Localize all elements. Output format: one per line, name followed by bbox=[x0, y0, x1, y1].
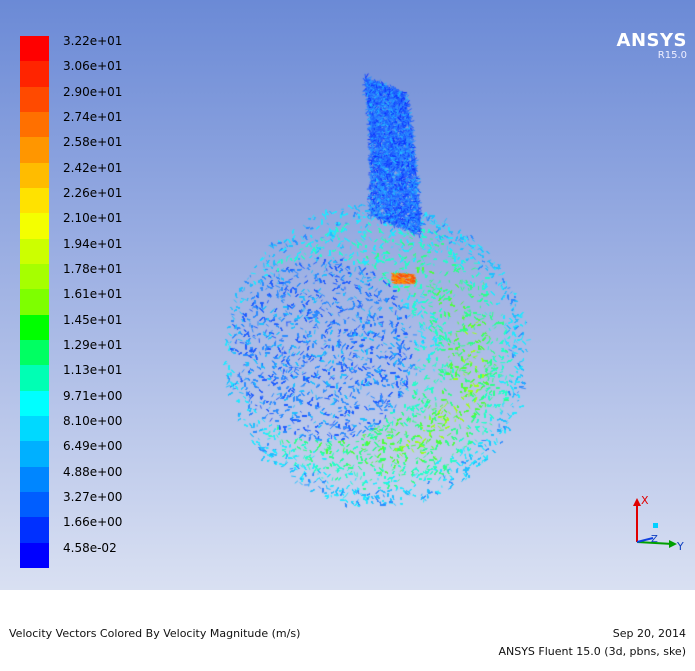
color-scale-swatch bbox=[20, 415, 49, 442]
color-scale-swatch bbox=[20, 289, 49, 315]
color-scale-swatch bbox=[20, 137, 49, 163]
logo-version: R15.0 bbox=[657, 50, 687, 61]
plot-caption: Velocity Vectors Colored By Velocity Mag… bbox=[9, 627, 301, 640]
color-scale-label: 2.74e+01 bbox=[63, 110, 123, 124]
color-scale-label: 1.29e+01 bbox=[63, 338, 123, 352]
color-scale-label: 1.94e+01 bbox=[63, 236, 123, 251]
color-scale-label: 8.10e+00 bbox=[63, 414, 123, 428]
color-scale-swatch bbox=[20, 542, 49, 568]
x-axis-arrow bbox=[633, 498, 641, 506]
z-axis-label: Z bbox=[651, 534, 658, 545]
y-axis-line bbox=[636, 541, 674, 545]
color-scale-label: 9.71e+00 bbox=[63, 388, 123, 403]
color-scale-swatch bbox=[20, 466, 49, 492]
velocity-vector-plot bbox=[0, 0, 695, 590]
color-scale-label: 3.22e+01 bbox=[63, 34, 123, 48]
color-scale-label: 2.58e+01 bbox=[63, 135, 123, 150]
plot-date: Sep 20, 2014 bbox=[612, 627, 686, 640]
color-scale-label: 2.42e+01 bbox=[63, 160, 123, 175]
color-scale-swatch bbox=[20, 314, 49, 340]
color-scale-swatch bbox=[20, 213, 49, 239]
x-axis-label: X bbox=[641, 494, 649, 507]
color-scale-swatch bbox=[20, 162, 49, 188]
color-scale-swatch bbox=[20, 339, 49, 366]
color-scale-label: 1.66e+00 bbox=[63, 515, 123, 530]
color-scale-label: 3.06e+01 bbox=[63, 59, 123, 74]
color-scale-swatch bbox=[20, 441, 49, 467]
color-scale-swatch bbox=[20, 238, 49, 264]
z-axis-line bbox=[636, 537, 654, 543]
ansys-logo: ANSYS R15.0 bbox=[617, 32, 687, 62]
color-scale-swatch bbox=[20, 263, 49, 290]
color-scale-label: 2.90e+01 bbox=[63, 84, 123, 99]
color-scale-bar bbox=[20, 36, 49, 568]
annotation-footer bbox=[0, 590, 695, 671]
color-scale-label: 6.49e+00 bbox=[63, 439, 123, 454]
y-axis-label: Y bbox=[676, 540, 684, 553]
color-scale-swatch bbox=[20, 36, 49, 62]
color-scale-swatch bbox=[20, 365, 49, 391]
y-axis-arrow bbox=[669, 540, 677, 548]
color-scale-swatch bbox=[20, 86, 49, 112]
color-scale-swatch bbox=[20, 187, 49, 214]
color-scale-label: 1.78e+01 bbox=[63, 262, 123, 276]
color-scale-swatch bbox=[20, 390, 49, 416]
color-scale-label: 4.88e+00 bbox=[63, 464, 123, 479]
color-scale-swatch bbox=[20, 111, 49, 138]
color-scale-label: 3.27e+00 bbox=[63, 490, 123, 504]
color-scale-swatch bbox=[20, 61, 49, 87]
logo-name: ANSYS bbox=[616, 30, 687, 51]
color-scale-swatch bbox=[20, 517, 49, 543]
graphics-viewport[interactable]: 3.22e+01 3.06e+01 2.90e+01 2.74e+01 2.58e+01… bbox=[0, 0, 695, 590]
color-scale-label: 2.26e+01 bbox=[63, 186, 123, 200]
z-axis-marker bbox=[653, 523, 658, 528]
solver-info: ANSYS Fluent 15.0 (3d, pbns, ske) bbox=[498, 645, 686, 658]
color-scale-label: 1.61e+01 bbox=[63, 287, 123, 302]
color-scale-swatch bbox=[20, 491, 49, 518]
color-scale-label: 1.45e+01 bbox=[63, 312, 123, 327]
color-scale-label: 4.58e-02 bbox=[63, 540, 117, 555]
color-scale-label: 2.10e+01 bbox=[63, 211, 123, 226]
axis-triad: X Y Z bbox=[633, 494, 684, 553]
color-scale-label: 1.13e+01 bbox=[63, 363, 123, 378]
